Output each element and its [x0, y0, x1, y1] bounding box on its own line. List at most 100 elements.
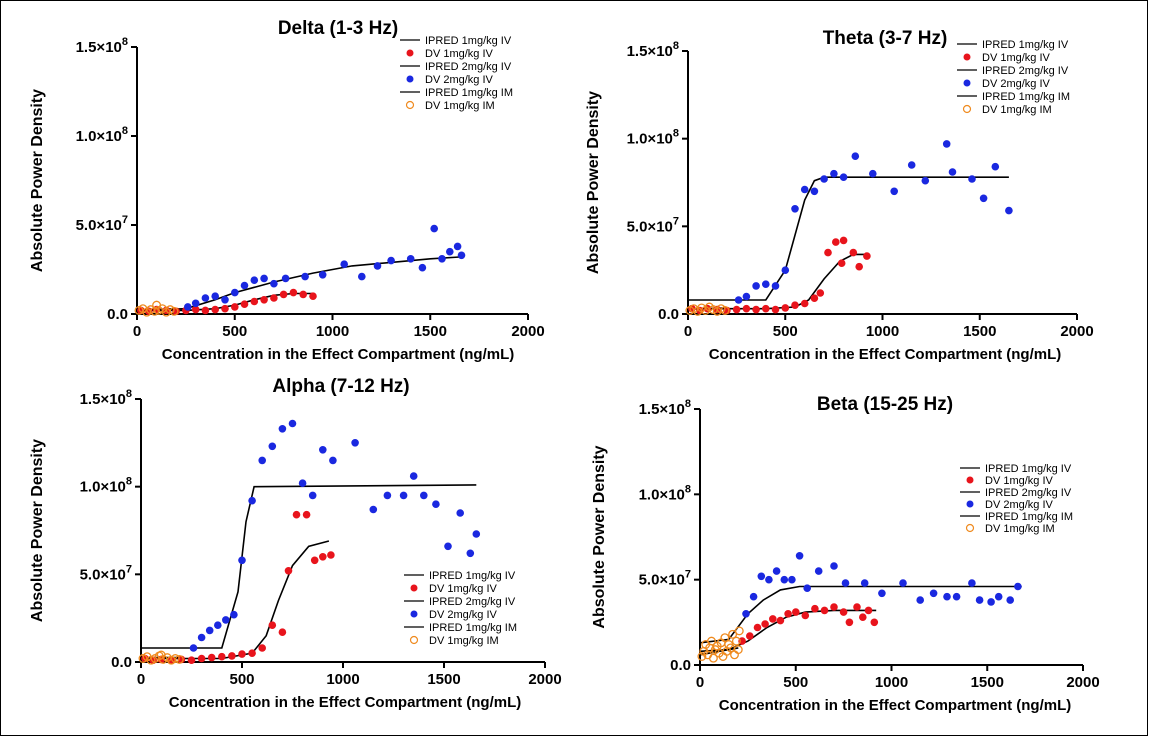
data-point [907, 161, 916, 169]
y-axis-label: Absolute Power Density [29, 89, 46, 272]
y-tick-label: 1.0×108 [639, 483, 691, 503]
legend-item: DV 1mg/kg IV [966, 475, 1054, 487]
data-point [733, 645, 743, 655]
data-point [146, 655, 156, 665]
y-tick-label: 0.0 [111, 654, 132, 671]
data-point [837, 259, 846, 268]
data-point [260, 296, 268, 304]
x-tick-label: 2000 [1060, 323, 1093, 340]
chart-title: Theta (3-7 Hz) [823, 28, 948, 49]
data-point [1014, 582, 1022, 591]
x-tick-label: 1000 [316, 323, 349, 340]
data-point [824, 248, 832, 257]
data-point [457, 251, 466, 260]
data-point [795, 552, 804, 560]
data-point [975, 596, 984, 604]
data-point [218, 652, 226, 661]
data-point [769, 615, 777, 623]
data-point [810, 294, 819, 303]
data-point [781, 304, 790, 312]
data-point [221, 304, 229, 313]
data-point [943, 592, 951, 601]
data-point [288, 419, 297, 428]
series-line [141, 540, 330, 660]
data-point [757, 572, 766, 581]
data-point [270, 294, 278, 302]
data-point [444, 542, 452, 551]
legend-label: IPRED 1mg/kg IM [982, 91, 1070, 103]
data-point [170, 654, 180, 663]
legend-label: DV 1mg/kg IV [429, 583, 498, 595]
data-point [942, 140, 951, 148]
data-point [409, 472, 418, 480]
x-tick-label: 0 [696, 674, 704, 691]
legend-dot-marker [963, 53, 971, 61]
y-axis-label: Absolute Power Density [585, 91, 602, 274]
y-tick-label: 0.0 [107, 306, 128, 323]
legend-label: IPRED 1mg/kg IV [982, 39, 1069, 51]
data-point [248, 496, 256, 505]
data-point [438, 254, 446, 263]
x-axis-label: Concentration in the Effect Compartment … [709, 346, 1062, 363]
data-point [816, 289, 825, 297]
data-point [742, 292, 751, 301]
data-point [987, 598, 995, 606]
data-point [870, 618, 879, 627]
data-point [383, 491, 392, 500]
data-point [864, 606, 873, 615]
data-point [765, 575, 773, 584]
x-tick-label: 1000 [875, 674, 908, 691]
y-axis-label: Absolute Power Density [29, 439, 46, 622]
data-point [221, 296, 229, 304]
chart-panel: Delta (1-3 Hz) 0 500 1000 1500 2000 0.0 5.0×107… [29, 18, 545, 363]
data-point [820, 175, 828, 183]
data-point [851, 152, 860, 160]
data-point [730, 650, 739, 660]
data-point [791, 301, 799, 310]
y-tick-label: 1.5×108 [80, 388, 132, 408]
data-point [197, 633, 206, 642]
legend-dot-marker [410, 610, 418, 618]
data-point [753, 623, 762, 632]
y-axis-label: Absolute Power Density [591, 445, 608, 628]
data-point [318, 271, 327, 279]
data-point [240, 300, 249, 309]
data-point [231, 288, 239, 297]
data-point [776, 616, 785, 625]
data-point [734, 296, 743, 304]
legend-item: IPRED 2mg/kg IV [400, 61, 512, 73]
data-point [968, 175, 976, 183]
y-tick-label: 5.0×107 [80, 563, 132, 583]
x-tick-label: 1500 [963, 323, 996, 340]
legend-item: DV 2mg/kg IV [963, 78, 1051, 90]
legend-item: DV 1mg/kg IV [406, 48, 494, 60]
legend-ring-marker [405, 100, 415, 110]
legend-item: IPRED 1mg/kg IM [400, 87, 513, 99]
legend-item: IPRED 1mg/kg IV [400, 35, 512, 47]
data-point [708, 653, 718, 663]
data-point [302, 510, 311, 519]
x-axis-label: Concentration in the Effect Compartment … [162, 346, 515, 363]
data-point [432, 500, 440, 509]
data-point [832, 238, 840, 246]
data-point [258, 644, 267, 652]
data-point [472, 530, 481, 538]
y-tick-label: 1.5×108 [639, 398, 691, 418]
data-point [308, 491, 317, 500]
data-point [855, 262, 863, 271]
y-tick-label: 0.0 [670, 657, 691, 674]
data-point [214, 621, 222, 629]
data-point [810, 187, 819, 196]
data-point [762, 280, 770, 289]
legend-item: IPRED 1mg/kg IV [404, 570, 516, 582]
data-point [319, 446, 327, 454]
data-point [207, 653, 216, 662]
data-point [860, 579, 869, 587]
data-point [211, 292, 219, 301]
data-point [780, 575, 789, 584]
data-point [250, 297, 259, 306]
legend-item: DV 1mg/kg IV [963, 52, 1051, 64]
